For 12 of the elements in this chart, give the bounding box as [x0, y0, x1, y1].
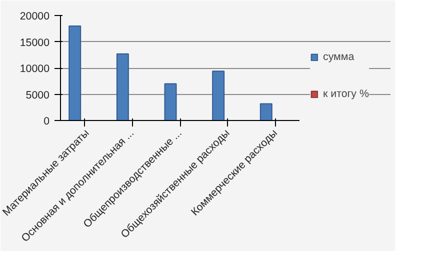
bar — [260, 103, 272, 120]
bar — [212, 70, 225, 120]
legend-label: сумма — [323, 51, 354, 63]
bar — [116, 53, 129, 120]
y-tick-label: 20000 — [20, 10, 50, 22]
y-tick-label: 5000 — [26, 89, 50, 102]
bar — [68, 26, 82, 120]
y-tick-label: 0 — [44, 116, 50, 128]
bar — [164, 83, 177, 120]
legend-label: к итогу % — [323, 88, 369, 100]
y-tick-label: 10000 — [20, 63, 50, 75]
y-tick-label: 15000 — [20, 36, 50, 49]
